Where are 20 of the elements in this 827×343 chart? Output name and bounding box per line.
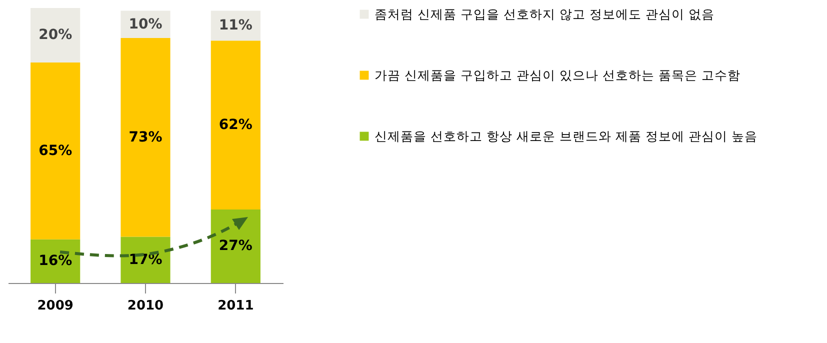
legend-label: 가끔 신제품을 구입하고 관심이 있으나 선호하는 품목은 고수함 <box>374 67 740 82</box>
bar <box>120 38 170 237</box>
bar <box>210 40 260 210</box>
data-label: 65% <box>38 142 72 159</box>
data-label: 20% <box>38 27 72 44</box>
data-label: 16% <box>38 253 72 270</box>
data-label: 73% <box>128 129 162 146</box>
bar <box>30 8 80 62</box>
legend-label: 좀처럼 신제품 구입을 선호하지 않고 정보에도 관심이 없음 <box>374 6 714 22</box>
legend-label: 신제품을 선호하고 항상 새로운 브랜드와 제품 정보에 관심이 높음 <box>374 128 758 144</box>
x-tick-label: 2010 <box>127 298 164 314</box>
data-label: 62% <box>218 117 252 134</box>
x-tick-label: 2011 <box>218 298 254 314</box>
data-label: 11% <box>218 18 252 34</box>
bar <box>210 209 260 283</box>
x-tick-label: 2009 <box>37 298 74 314</box>
bar <box>120 236 170 283</box>
data-label: 10% <box>128 16 162 32</box>
bar <box>30 62 80 240</box>
data-label: 27% <box>218 238 252 254</box>
